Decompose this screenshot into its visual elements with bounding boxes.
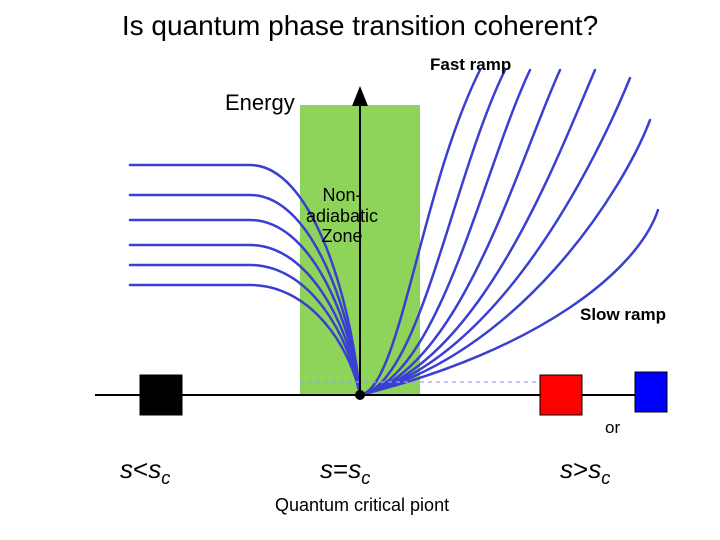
label-nonadiabatic-zone: Non- adiabatic Zone xyxy=(306,185,378,247)
label-energy: Energy xyxy=(225,90,295,116)
slide-root: Is quantum phase transition coherent? Fa… xyxy=(0,0,720,540)
origin-dot xyxy=(355,390,365,400)
label-or: or xyxy=(605,418,620,438)
zone-line2: adiabatic xyxy=(306,206,378,226)
label-fast-ramp: Fast ramp xyxy=(430,55,511,75)
phase-box-left xyxy=(140,375,182,415)
zone-line1: Non- xyxy=(323,185,362,205)
phase-label-mid: s=sc xyxy=(320,454,370,489)
caption-critical-point: Quantum critical piont xyxy=(275,495,449,516)
label-slow-ramp: Slow ramp xyxy=(580,305,666,325)
phase-label-left: s<sc xyxy=(120,454,170,489)
zone-line3: Zone xyxy=(322,226,363,246)
phase-label-right: s>sc xyxy=(560,454,610,489)
phase-box-right xyxy=(635,372,667,412)
phase-box-mid xyxy=(540,375,582,415)
